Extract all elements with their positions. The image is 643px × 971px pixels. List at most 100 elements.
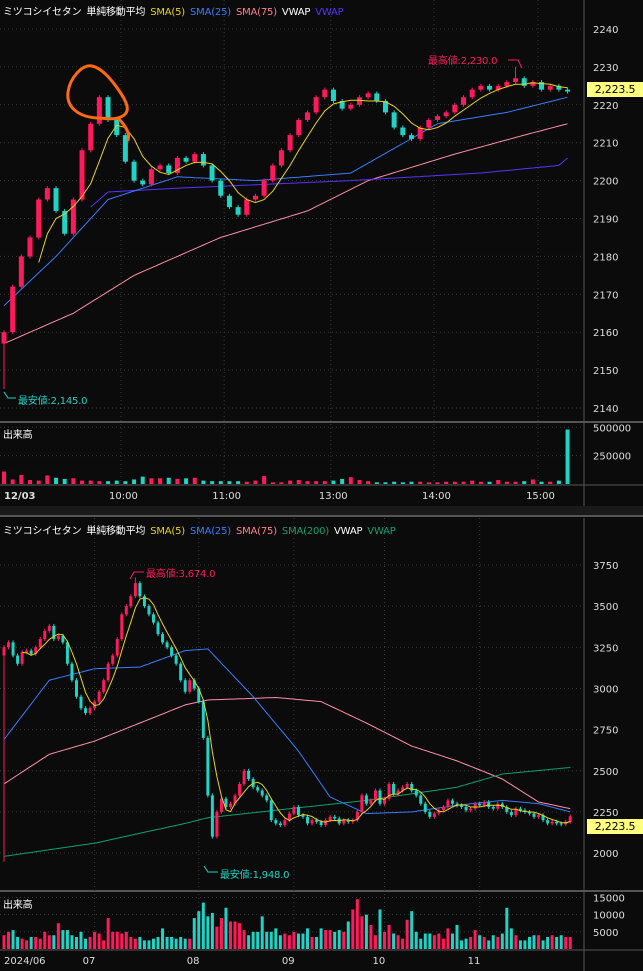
- volume-bar: [52, 935, 56, 949]
- legend-sma25: SMA(25): [190, 7, 231, 18]
- candle-body: [283, 820, 287, 826]
- volume-bar: [34, 936, 38, 949]
- candle-body: [97, 691, 101, 702]
- candle-body: [452, 104, 458, 113]
- volume-bar: [229, 921, 232, 949]
- volume-bar: [29, 936, 33, 949]
- legend-sma25: SMA(25): [190, 526, 231, 537]
- candle-body: [482, 802, 486, 806]
- candle-body: [373, 790, 377, 801]
- volume-bar: [218, 481, 223, 484]
- candle-body: [53, 188, 59, 211]
- volume-tick-label: 10000: [593, 911, 625, 922]
- volume-bar: [392, 933, 396, 949]
- candle-body: [396, 790, 400, 794]
- candle-body: [201, 701, 205, 738]
- candle-body: [441, 806, 445, 811]
- candle-body: [16, 655, 20, 664]
- intraday-legend: ミツコシイセタン 単純移動平均 SMA(5) SMA(25) SMA(75) VWAP VW…: [3, 3, 348, 18]
- volume-bar: [36, 480, 41, 484]
- volume-tick-label: 500000: [593, 423, 631, 434]
- volume-bar: [184, 478, 189, 484]
- candle-body: [260, 790, 264, 796]
- candle-body: [43, 630, 47, 640]
- candle-body: [74, 680, 78, 697]
- candle-body: [142, 596, 146, 607]
- candle-body: [541, 815, 545, 821]
- volume-bar: [455, 924, 459, 949]
- volume-bar: [396, 935, 400, 949]
- volume-bar: [539, 481, 544, 484]
- volume-bar: [556, 480, 561, 484]
- price-tick-label: 2190: [593, 215, 618, 226]
- candle-body: [170, 647, 174, 656]
- candle-body: [355, 811, 359, 821]
- volume-bar: [219, 918, 223, 949]
- candle-body: [296, 119, 302, 136]
- candle-body: [568, 816, 572, 822]
- candle-body: [106, 663, 110, 681]
- price-tick-label: 2220: [593, 101, 618, 112]
- volume-bar: [400, 482, 405, 484]
- time-tick-label: 07: [83, 956, 96, 967]
- volume-bar: [348, 477, 353, 484]
- candle-body: [218, 180, 224, 196]
- sma75-line: [3, 696, 571, 810]
- candle-body: [7, 642, 11, 648]
- candle-body: [369, 800, 373, 804]
- volume-bar: [469, 936, 473, 949]
- candle-body: [148, 169, 154, 185]
- candle-body: [339, 101, 345, 109]
- volume-bar: [25, 940, 29, 949]
- candle-body: [96, 97, 102, 124]
- candle-body: [559, 823, 563, 825]
- candle-body: [226, 195, 232, 208]
- candle-body: [356, 97, 362, 105]
- volume-bar: [548, 481, 553, 484]
- volume-bar: [278, 935, 282, 949]
- candle-body: [487, 802, 491, 807]
- volume-bar: [357, 480, 362, 484]
- volume-bar: [301, 933, 305, 949]
- volume-bar: [428, 933, 432, 949]
- volume-bar: [151, 938, 155, 949]
- volume-bar: [287, 935, 291, 949]
- volume-bar: [487, 481, 492, 484]
- volume-bar: [279, 482, 284, 484]
- volume-bar: [355, 899, 359, 949]
- candle-body: [461, 97, 467, 105]
- legend-indicator-type: 単純移動平均: [86, 526, 146, 537]
- volume-bar: [2, 935, 6, 949]
- candle-body: [391, 112, 397, 128]
- candle-body: [417, 127, 423, 139]
- candle-body: [11, 642, 15, 656]
- volume-bar: [201, 902, 205, 949]
- candle-body: [252, 195, 258, 200]
- volume-bar: [414, 931, 418, 949]
- volume-bar: [288, 480, 293, 484]
- legend-sma5: SMA(5): [150, 526, 186, 537]
- candle-body: [400, 127, 406, 136]
- volume-bar: [478, 481, 483, 484]
- candle-body: [509, 811, 513, 816]
- sma200-line: [3, 767, 571, 857]
- volume-bar: [435, 482, 440, 484]
- candle-body: [261, 180, 267, 196]
- volume-tick-label: 250000: [593, 452, 631, 463]
- volume-bar: [319, 928, 323, 949]
- candle-body: [513, 78, 519, 83]
- price-tick-label: 2210: [593, 139, 618, 150]
- candle-body: [547, 85, 553, 90]
- candle-body: [491, 806, 495, 809]
- candle-body: [102, 680, 106, 692]
- candle-body: [161, 634, 165, 643]
- volume-bar: [405, 919, 409, 949]
- volume-bar: [482, 936, 486, 949]
- volume-bar: [491, 935, 495, 949]
- candle-body: [192, 680, 196, 689]
- volume-bar: [38, 938, 42, 949]
- intraday-high-label: 最高値:2,230.0: [428, 56, 498, 67]
- volume-bar: [401, 938, 405, 949]
- volume-bar: [392, 481, 397, 484]
- intraday-volume-label: 出来高: [3, 430, 33, 441]
